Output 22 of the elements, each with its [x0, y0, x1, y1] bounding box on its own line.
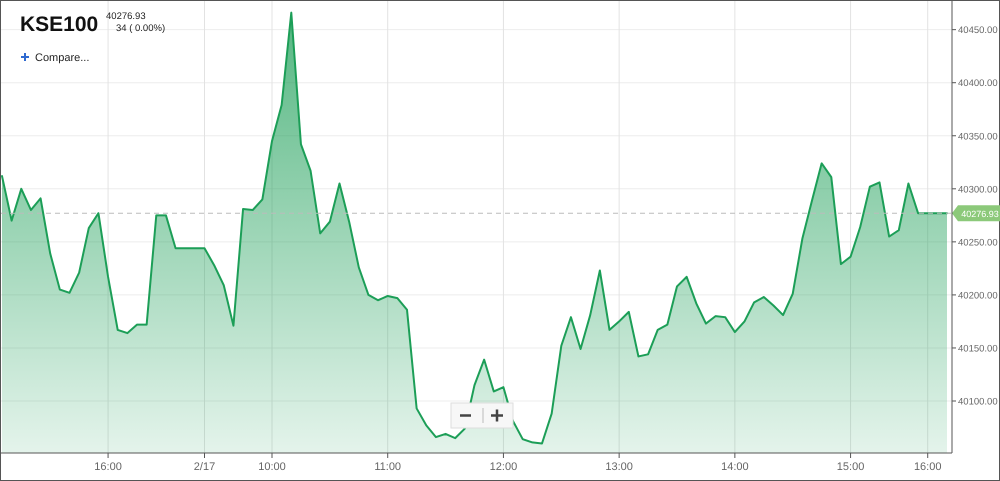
y-tick-label: 40450.00	[958, 25, 998, 36]
x-tick-label: 10:00	[258, 461, 286, 473]
y-tick-label: 40300.00	[958, 184, 998, 196]
ref-line-label: 40276.93	[961, 208, 999, 219]
x-tick-label: 12:00	[490, 461, 518, 473]
x-tick-label: 2/17	[194, 461, 216, 473]
y-tick-label: 40400.00	[958, 78, 998, 90]
x-tick-label: 13:00	[605, 461, 633, 473]
annotation: 34 ( 0.00%)	[116, 23, 166, 34]
y-tick-label: 40350.00	[958, 131, 998, 142]
x-tick-label: 16:00	[94, 461, 122, 473]
text: 40276.93	[106, 11, 146, 22]
text: KSE100	[20, 13, 98, 36]
y-tick-label: 40250.00	[958, 237, 998, 248]
x-tick-label: 16:00	[914, 461, 942, 473]
x-tick-label: 11:00	[374, 461, 402, 473]
x-tick-label: 15:00	[836, 461, 864, 473]
x-tick-label: 14:00	[721, 461, 749, 473]
y-tick-label: 40200.00	[958, 290, 998, 302]
y-tick-label: 40100.00	[958, 396, 998, 408]
annotation: Compare...	[35, 52, 90, 64]
y-tick-label: 40150.00	[958, 343, 998, 354]
